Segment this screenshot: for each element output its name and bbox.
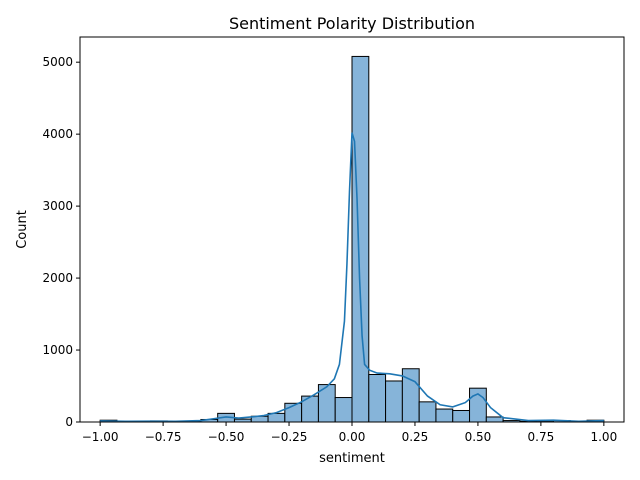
y-tick-label: 4000 <box>42 127 73 141</box>
histogram-bar <box>418 401 437 423</box>
x-axis-ticks: −1.00 −0.75 −0.50 −0.25 0.00 0.25 0.50 0.75 1.00 <box>82 422 617 444</box>
x-tick-label: −0.50 <box>208 430 245 444</box>
histogram-bar <box>368 374 387 423</box>
x-tick-label: 0.75 <box>528 430 555 444</box>
y-tick-label: 0 <box>65 415 73 429</box>
x-tick-label: −1.00 <box>82 430 119 444</box>
y-axis-ticks: 0 1000 2000 3000 4000 5000 <box>42 55 80 429</box>
histogram-bar <box>485 416 504 423</box>
histogram-bar <box>435 408 454 423</box>
x-tick-label: 1.00 <box>590 430 617 444</box>
y-tick-label: 2000 <box>42 271 73 285</box>
x-tick-label: −0.25 <box>271 430 308 444</box>
x-axis-label: sentiment <box>319 451 385 466</box>
x-tick-label: 0.00 <box>339 430 366 444</box>
x-tick-label: 0.25 <box>402 430 429 444</box>
y-tick-label: 3000 <box>42 199 73 213</box>
x-tick-label: −0.75 <box>145 430 182 444</box>
y-tick-label: 1000 <box>42 343 73 357</box>
histogram-bar <box>452 409 471 423</box>
histogram-bar <box>385 380 403 423</box>
bars-group <box>99 55 605 423</box>
y-tick-label: 5000 <box>42 55 73 69</box>
x-tick-label: 0.50 <box>465 430 492 444</box>
kde-curve <box>100 132 604 423</box>
y-axis-label: Count <box>15 210 30 249</box>
chart-title: Sentiment Polarity Distribution <box>229 14 475 33</box>
histogram-bar <box>334 397 353 423</box>
